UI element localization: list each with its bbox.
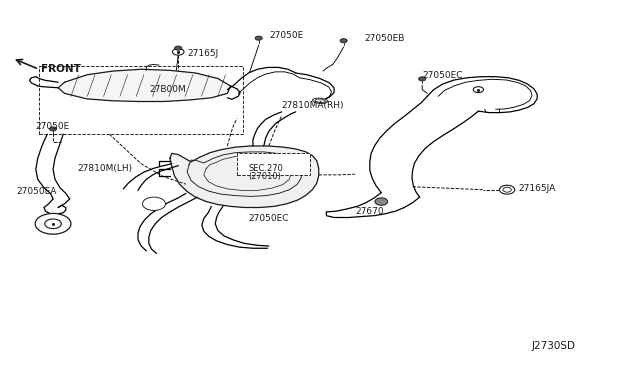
- Circle shape: [473, 87, 483, 93]
- Text: SEC.270: SEC.270: [248, 164, 284, 173]
- Text: 27050EB: 27050EB: [365, 34, 405, 43]
- Circle shape: [45, 219, 61, 229]
- Text: (27010): (27010): [248, 172, 282, 181]
- Ellipse shape: [312, 98, 328, 103]
- Circle shape: [35, 214, 71, 234]
- Circle shape: [143, 197, 166, 211]
- Text: 27810M(LH): 27810M(LH): [77, 164, 132, 173]
- Circle shape: [49, 127, 56, 131]
- Text: 27050EC: 27050EC: [422, 71, 463, 80]
- Bar: [237, 153, 310, 175]
- Text: 27B00M: 27B00M: [150, 85, 186, 94]
- Text: 27050EA: 27050EA: [17, 187, 57, 196]
- Text: 27670: 27670: [355, 207, 384, 216]
- Text: 27050E: 27050E: [36, 122, 70, 131]
- Circle shape: [419, 77, 426, 81]
- Circle shape: [340, 39, 348, 43]
- Polygon shape: [170, 146, 319, 208]
- Bar: [39, 65, 243, 134]
- Text: FRONT: FRONT: [41, 64, 81, 74]
- Circle shape: [499, 185, 515, 194]
- Text: J2730SD: J2730SD: [531, 341, 575, 351]
- Text: 27810MA(RH): 27810MA(RH): [282, 101, 344, 110]
- Circle shape: [175, 46, 182, 50]
- Text: 27050E: 27050E: [269, 31, 303, 40]
- Text: 27165J: 27165J: [187, 49, 218, 58]
- Circle shape: [375, 198, 388, 205]
- Circle shape: [173, 48, 184, 55]
- Polygon shape: [58, 69, 230, 102]
- Text: 27165JA: 27165JA: [518, 185, 556, 193]
- Circle shape: [255, 36, 262, 40]
- Text: 27050EC: 27050EC: [248, 214, 289, 223]
